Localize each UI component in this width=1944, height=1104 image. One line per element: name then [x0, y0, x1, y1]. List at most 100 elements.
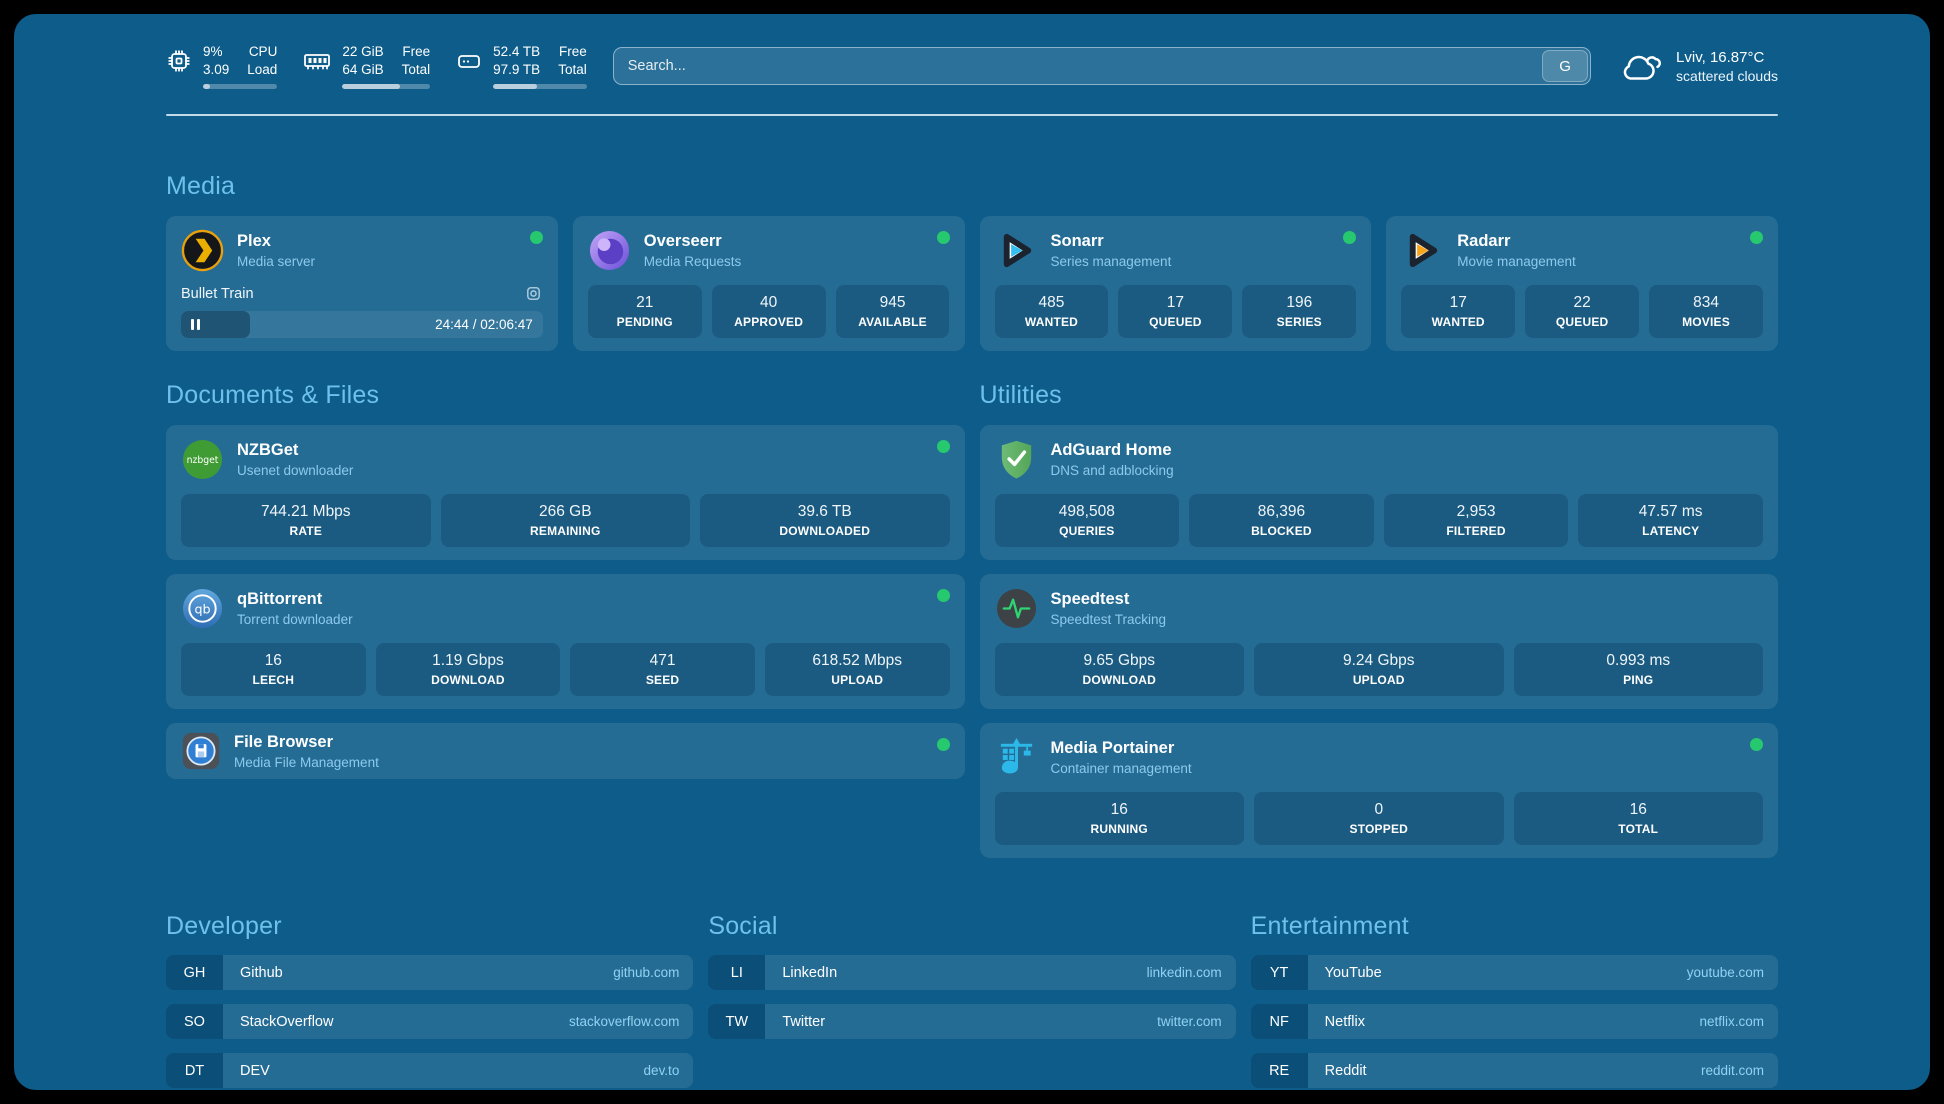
- status-dot: [936, 231, 950, 244]
- stat-value: 0: [1374, 801, 1384, 818]
- qbittorrent-app-link[interactable]: qb qBittorrent Torrent downloader: [181, 587, 950, 630]
- stat-label: QUEUED: [1149, 315, 1202, 329]
- app-subtitle: Media server: [237, 254, 316, 269]
- stat-value: 9.24 Gbps: [1342, 652, 1415, 669]
- svg-text:qb: qb: [194, 601, 210, 616]
- stat-tile: 498,508 QUERIES: [994, 494, 1180, 547]
- stat-tile: 471 SEED: [570, 643, 755, 696]
- filebrowser-app-link[interactable]: File Browser Media File Management: [181, 731, 950, 771]
- app-card-portainer: Media Portainer Container management 16 …: [979, 723, 1778, 858]
- stat-value: 16: [1110, 801, 1128, 818]
- section-title-developer: Developer: [166, 912, 282, 940]
- ram-label-2: Total: [401, 62, 431, 77]
- app-name: Speedtest: [1050, 590, 1130, 608]
- portainer-crane-icon: [995, 736, 1038, 779]
- app-subtitle: Media Requests: [643, 254, 742, 269]
- link-name: StackOverflow: [240, 1013, 334, 1030]
- stat-label: AVAILABLE: [858, 315, 927, 329]
- link-abbr: DT: [166, 1053, 223, 1088]
- transcode-cpu-icon: [526, 287, 540, 300]
- app-name: File Browser: [234, 732, 334, 751]
- nzbget-app-link[interactable]: nzbget NZBGet Usenet downloader: [181, 438, 950, 481]
- app-name: AdGuard Home: [1050, 441, 1172, 459]
- stat-label: DOWNLOAD: [431, 673, 505, 687]
- radarr-app-link[interactable]: Radarr Movie management: [1401, 229, 1763, 272]
- disk-progress-bar: [493, 84, 587, 89]
- adguard-app-link[interactable]: AdGuard Home DNS and adblocking: [995, 438, 1764, 481]
- stat-value: 266 GB: [538, 503, 592, 520]
- sonarr-app-link[interactable]: Sonarr Series management: [995, 229, 1357, 272]
- link-domain: dev.to: [643, 1063, 680, 1078]
- weather-condition: scattered clouds: [1676, 67, 1778, 84]
- stat-tile: 744.21 Mbps RATE: [181, 494, 431, 547]
- app-subtitle: Media File Management: [234, 754, 379, 770]
- stat-value: 16: [1629, 801, 1647, 818]
- playback-progress-bar: 24:44 / 02:06:47: [181, 311, 543, 338]
- playback-time: 24:44 / 02:06:47: [435, 317, 533, 332]
- cpu-stat: 9% 3.09 CPU Load: [166, 43, 278, 89]
- app-card-filebrowser: File Browser Media File Management: [166, 723, 965, 779]
- link-row-stackoverflow[interactable]: SO StackOverflow stackoverflow.com: [166, 1004, 694, 1039]
- stat-tile: 47.57 ms LATENCY: [1578, 494, 1763, 547]
- disk-label-2: Total: [558, 62, 587, 77]
- stat-label: RATE: [289, 524, 323, 538]
- stat-label: DOWNLOAD: [1082, 673, 1157, 687]
- app-name: Radarr: [1457, 232, 1511, 250]
- link-row-dev[interactable]: DT DEV dev.to: [166, 1053, 694, 1088]
- link-row-netflix[interactable]: NF Netflix netflix.com: [1250, 1004, 1778, 1039]
- link-name: YouTube: [1324, 964, 1382, 981]
- stat-label: APPROVED: [734, 315, 804, 329]
- stat-tile: 16 LEECH: [181, 643, 366, 696]
- search-input[interactable]: [612, 47, 1592, 85]
- portainer-app-link[interactable]: Media Portainer Container management: [995, 736, 1764, 779]
- plex-icon: [181, 229, 224, 272]
- app-card-overseerr: Overseerr Media Requests 21 PENDING 40 A…: [572, 216, 965, 351]
- radarr-icon: [1401, 229, 1444, 272]
- link-domain: stackoverflow.com: [569, 1014, 680, 1029]
- stat-value: 22: [1573, 294, 1591, 311]
- dashboard-panel: 9% 3.09 CPU Load: [14, 14, 1930, 1090]
- stat-label: WANTED: [1431, 315, 1485, 329]
- link-row-linkedin[interactable]: LI LinkedIn linkedin.com: [708, 955, 1236, 990]
- section-title-media: Media: [166, 172, 236, 200]
- stat-value: 2,953: [1456, 503, 1496, 520]
- stat-label: PENDING: [616, 315, 673, 329]
- cpu-label-1: CPU: [248, 44, 278, 59]
- status-dot: [1343, 231, 1357, 244]
- disk-stat: 52.4 TB 97.9 TB Free Total: [456, 43, 587, 89]
- stat-tile: 618.52 Mbps UPLOAD: [764, 643, 950, 696]
- link-row-github[interactable]: GH Github github.com: [166, 955, 694, 990]
- stat-label: DOWNLOADED: [779, 524, 871, 538]
- app-subtitle: Container management: [1050, 761, 1192, 776]
- stat-value: 9.65 Gbps: [1083, 652, 1156, 669]
- documents-column: Documents & Files nzbget NZBGet U: [166, 381, 965, 779]
- stat-value: 744.21 Mbps: [260, 503, 351, 520]
- link-row-youtube[interactable]: YT YouTube youtube.com: [1250, 955, 1778, 990]
- plex-app-link[interactable]: Plex Media server: [181, 229, 543, 272]
- stat-tile: 40 APPROVED: [711, 285, 826, 338]
- link-row-reddit[interactable]: RE Reddit reddit.com: [1250, 1053, 1778, 1088]
- link-row-twitter[interactable]: TW Twitter twitter.com: [708, 1004, 1236, 1039]
- link-name: Github: [240, 964, 283, 981]
- stat-label: MOVIES: [1682, 315, 1730, 329]
- section-title-entertainment: Entertainment: [1250, 912, 1409, 940]
- app-subtitle: Series management: [1050, 254, 1172, 269]
- stat-tile: 17 QUEUED: [1118, 285, 1233, 338]
- link-domain: reddit.com: [1700, 1063, 1764, 1078]
- adguard-shield-icon: [995, 438, 1038, 481]
- overseerr-app-link[interactable]: Overseerr Media Requests: [588, 229, 950, 272]
- stat-value: 40: [759, 294, 778, 311]
- status-dot: [936, 589, 950, 602]
- stat-tile: 0 STOPPED: [1254, 792, 1504, 845]
- app-card-qbittorrent: qb qBittorrent Torrent downloader 16 LEE…: [166, 574, 965, 709]
- media-grid: Plex Media server Bullet Train 24:44 / 0…: [166, 216, 1778, 351]
- social-links-column: Social LI LinkedIn linkedin.com TW Twitt…: [708, 912, 1236, 1039]
- speedtest-app-link[interactable]: Speedtest Speedtest Tracking: [995, 587, 1764, 630]
- stat-value: 17: [1449, 294, 1467, 311]
- search-engine-button[interactable]: G: [1542, 50, 1589, 82]
- link-domain: netflix.com: [1699, 1014, 1764, 1029]
- filebrowser-icon: [181, 731, 221, 771]
- link-name: Reddit: [1324, 1062, 1367, 1079]
- stat-label: RUNNING: [1090, 822, 1148, 836]
- app-subtitle: Usenet downloader: [237, 463, 354, 478]
